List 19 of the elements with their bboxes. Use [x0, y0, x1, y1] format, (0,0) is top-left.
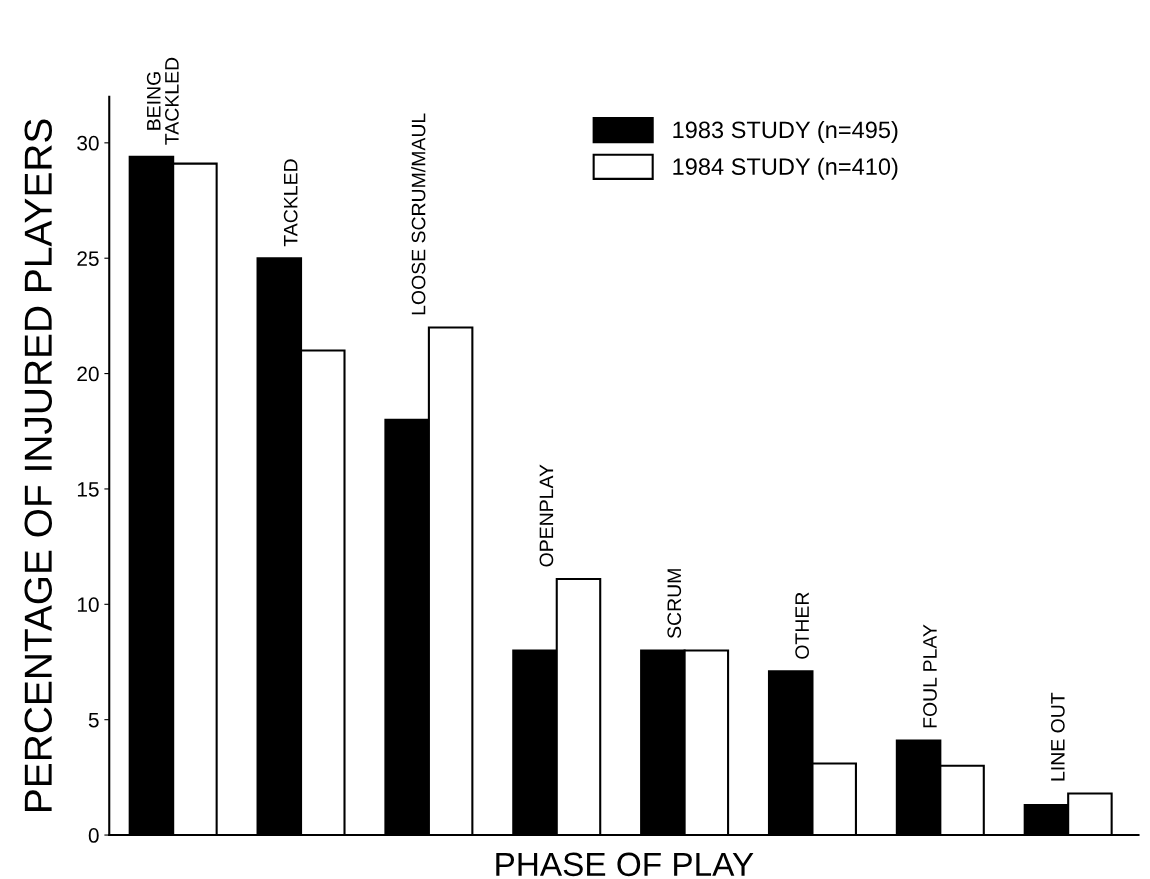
- y-tick-label: 20: [77, 366, 99, 382]
- x-tick-label: SCRUM: [667, 569, 682, 639]
- y-axis-title: PERCENTAGE OF INJURED PLAYERS: [24, 119, 52, 811]
- y-tick-label: 0: [88, 828, 99, 843]
- x-tick-label: FOUL PLAY: [923, 624, 937, 728]
- x-axis-title: PHASE OF PLAY: [496, 852, 754, 877]
- legend-label: 1984 STUDY (n=410): [673, 157, 898, 180]
- legend-label: 1983 STUDY (n=495): [673, 120, 898, 143]
- x-tick-label: LINE OUT: [1050, 692, 1065, 781]
- y-tick-label: 30: [77, 135, 99, 151]
- x-tick-label: BEING TACKLED: [146, 57, 179, 145]
- x-tick-label: OTHER: [795, 592, 809, 659]
- y-tick-label: 15: [77, 482, 99, 497]
- y-tick-label: 5: [88, 712, 99, 728]
- x-tick-label: TACKLED: [283, 159, 298, 247]
- y-tick-label: 25: [77, 251, 99, 266]
- x-tick-label: OPENPLAY: [539, 464, 554, 567]
- x-tick-label: LOOSE SCRUM/MAUL: [411, 113, 426, 315]
- y-tick-label: 10: [77, 597, 99, 613]
